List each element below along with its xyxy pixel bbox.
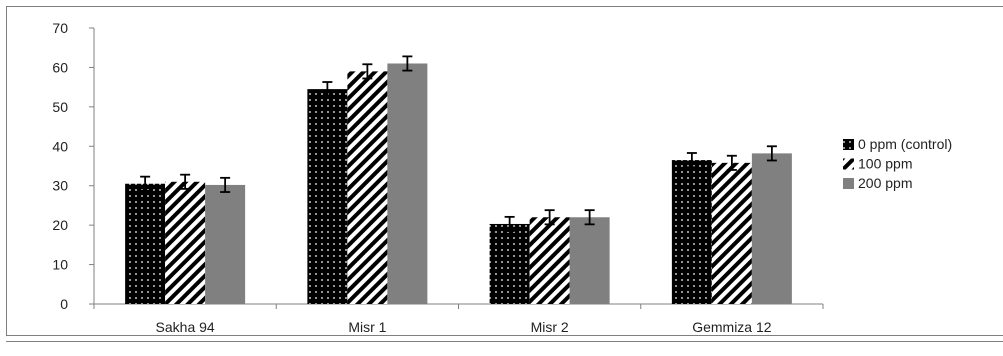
bar xyxy=(387,63,428,304)
bar xyxy=(569,217,610,304)
legend-swatch xyxy=(843,139,854,150)
error-bar xyxy=(220,176,231,193)
bar xyxy=(751,153,792,304)
bar xyxy=(205,184,246,304)
error-bar xyxy=(362,63,373,80)
error-bar xyxy=(140,175,151,192)
error-bar xyxy=(504,215,515,232)
chart-frame: 0 10 20 30 40 50 60 70 Sakha 94 Misr 1 Misr 2 Gemmi… xyxy=(6,6,1003,336)
bars xyxy=(125,63,792,304)
y-tick-label: 0 xyxy=(60,296,68,312)
error-bar xyxy=(686,152,697,169)
legend-label: 100 ppm xyxy=(858,156,912,172)
bottom-divider xyxy=(6,341,1003,342)
bar xyxy=(711,162,752,304)
axes: 0 10 20 30 40 50 60 70 Sakha 94 Misr 1 Misr 2 Gemmi… xyxy=(52,20,824,335)
error-bar xyxy=(402,55,413,72)
y-tick-label: 70 xyxy=(52,20,68,36)
error-bar xyxy=(544,209,555,226)
error-bar xyxy=(726,154,737,171)
legend: 0 ppm (control) 100 ppm 200 ppm xyxy=(843,136,952,191)
error-bar xyxy=(180,173,191,190)
bar xyxy=(165,181,206,304)
error-bars xyxy=(140,55,777,232)
legend-swatch xyxy=(843,178,854,189)
legend-label: 0 ppm (control) xyxy=(858,136,952,152)
legend-label: 200 ppm xyxy=(858,175,912,191)
y-tick-label: 20 xyxy=(52,217,68,233)
x-tick-label: Gemmiza 12 xyxy=(692,319,772,335)
bar-chart: 0 10 20 30 40 50 60 70 Sakha 94 Misr 1 Misr 2 Gemmi… xyxy=(52,20,952,335)
x-tick-label: Misr 1 xyxy=(348,319,386,335)
bar xyxy=(307,89,348,304)
y-tick-label: 40 xyxy=(52,138,68,154)
bar xyxy=(125,183,166,304)
y-tick-label: 60 xyxy=(52,59,68,75)
error-bar xyxy=(322,81,333,98)
y-tick-label: 10 xyxy=(52,257,68,273)
bar xyxy=(671,160,712,304)
x-tick-label: Sakha 94 xyxy=(156,319,215,335)
y-tick-label: 30 xyxy=(52,178,68,194)
x-tick-label: Misr 2 xyxy=(531,319,569,335)
bar xyxy=(347,71,388,304)
error-bar xyxy=(584,209,595,226)
bar xyxy=(489,223,530,304)
error-bar xyxy=(766,145,777,162)
bar xyxy=(529,217,570,304)
y-tick-label: 50 xyxy=(52,99,68,115)
legend-swatch xyxy=(843,158,854,170)
